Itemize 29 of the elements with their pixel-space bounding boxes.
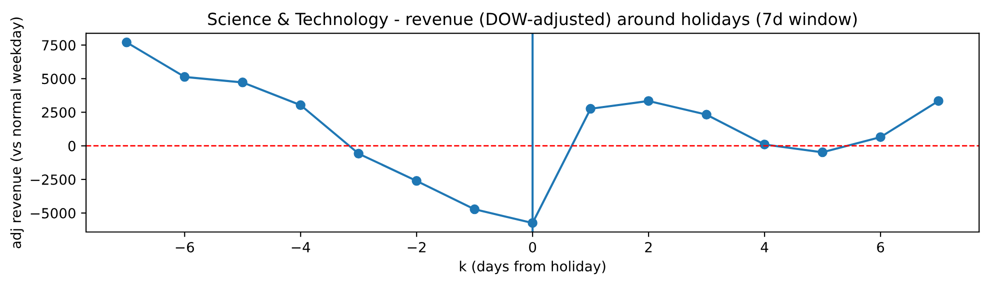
y-tick-label: 0 [68,140,76,152]
y-tick-label: 5000 [42,74,76,84]
point [238,78,248,88]
point [586,104,596,114]
y-tick-label: −5000 [30,208,76,218]
point [296,100,306,110]
point [644,96,654,106]
point [470,204,480,214]
y-tick-label: −2500 [30,174,76,185]
point [354,148,364,158]
y-tick-label: 2500 [42,107,76,118]
x-tick-label: 4 [760,242,768,252]
x-tick-label: 6 [877,242,884,252]
x-tick-label: −2 [408,242,426,252]
x-tick-label: −4 [292,242,310,252]
point [412,176,422,186]
x-axis-title: k (days from holiday) [460,260,606,274]
point [180,72,190,82]
x-tick-label: 0 [529,242,536,252]
point [876,132,886,142]
point [122,38,132,48]
point [818,147,828,158]
point [702,110,712,120]
chart-title: Science & Technology - revenue (DOW-adjusted) around holidays (7d window) [208,12,857,28]
point [934,96,944,106]
x-tick-label: 2 [645,242,652,252]
x-tick-label: −6 [176,242,194,252]
y-axis-title: adj revenue (vs normal weekday) [10,18,24,248]
y-tick-label: 7500 [42,40,76,51]
